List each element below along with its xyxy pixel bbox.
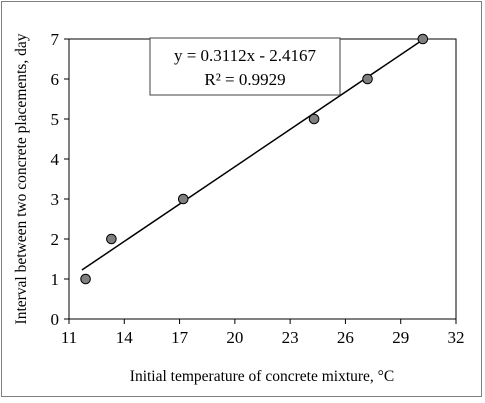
data-point [177,193,189,205]
data-point [308,113,320,125]
x-tick-labels: 11 14 17 20 23 26 29 32 [61,328,465,347]
x-tick-label: 23 [282,328,299,347]
x-tick-label: 11 [61,328,77,347]
y-axis-title: Interval between two concrete placements… [13,33,30,324]
equation-box: y = 0.3112x - 2.4167 R² = 0.9929 [149,37,341,96]
x-tick-label: 20 [226,328,243,347]
x-tick-label: 26 [337,328,354,347]
y-tick-label: 6 [51,70,60,89]
r-squared-label: R² = 0.9929 [204,70,285,89]
x-tick-label: 17 [171,328,189,347]
data-point [106,233,117,245]
tick-marks [64,38,457,324]
y-tick-label: 7 [51,30,60,49]
y-tick-label: 1 [51,270,60,289]
x-tick-label: 29 [392,328,409,347]
data-points [80,33,429,285]
data-point [417,33,429,45]
data-point [80,273,91,285]
trendline-equation: y = 0.3112x - 2.4167 [174,46,317,65]
y-tick-label: 2 [51,230,60,249]
x-axis-title: Initial temperature of concrete mixture,… [130,368,394,385]
y-tick-label: 5 [51,110,60,129]
data-point [362,73,373,85]
y-tick-labels: 0 1 2 3 4 5 6 7 [51,30,60,329]
y-tick-label: 3 [51,190,60,209]
y-tick-label: 4 [51,150,60,169]
x-tick-label: 14 [116,328,134,347]
x-tick-label: 32 [448,328,465,347]
equation-box-frame [149,37,341,96]
y-tick-label: 0 [51,310,60,329]
